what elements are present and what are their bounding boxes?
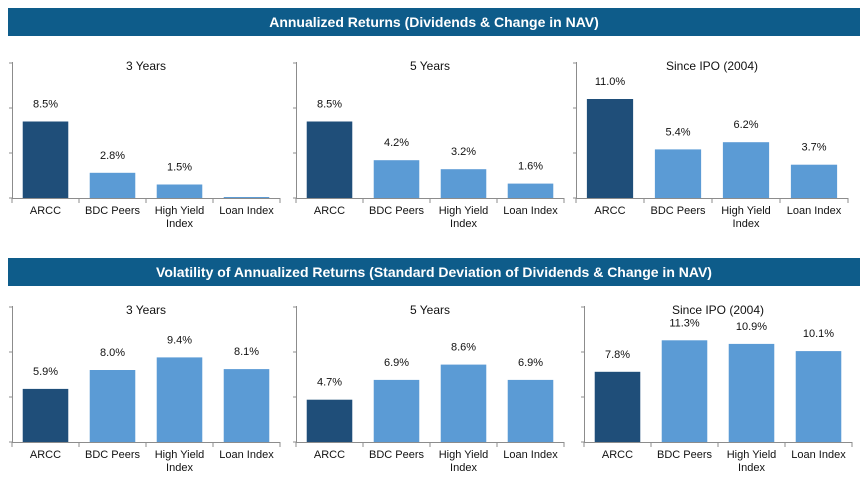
bar-value-label: 8.1% [234,346,259,358]
category-label: ARCC [602,449,633,461]
chart-title: 3 Years [126,303,166,317]
bar-value-label: 11.3% [669,317,700,329]
chart-title: 5 Years [410,59,450,73]
chart-title: 3 Years [126,59,166,73]
category-label: Loan Index [791,449,846,461]
category-label: BDC Peers [650,205,706,217]
category-label: Loan Index [219,205,274,217]
category-label: High Yield [721,205,771,217]
bar-value-label: 11.0% [595,76,626,88]
bar-value-label: 8.5% [33,99,58,111]
category-label: BDC Peers [369,449,425,461]
returns-ipo-chart: Since IPO (2004) 11.0% ARCC 5.4% BDC Peers 6.… [573,58,852,238]
bar [156,357,203,442]
bar [156,184,203,198]
category-label: ARCC [30,449,61,461]
category-label: ARCC [30,205,61,217]
bar-value-label: 6.2% [733,119,758,131]
chart-title: Since IPO (2004) [672,303,764,317]
returns-3y-chart: 3 Years 8.5% ARCC 2.8% BDC Peers 1.5% High Yie… [9,58,284,238]
bar [661,340,708,442]
category-label: BDC Peers [369,205,425,217]
bar-value-label: 6.9% [384,357,409,369]
bar-value-label: 7.8% [605,349,630,361]
bar [373,160,420,198]
chart-title: Since IPO (2004) [666,59,758,73]
bar [223,197,270,198]
bar-value-label: 5.9% [33,366,58,378]
category-label: High Yield [155,449,205,461]
bar [440,364,487,442]
category-label: Index [166,462,193,474]
bar [223,369,270,442]
bar [306,121,353,198]
bar-value-label: 3.2% [451,146,476,158]
bar-value-label: 10.1% [803,328,834,340]
category-label: Index [738,462,765,474]
category-label: High Yield [439,449,489,461]
bar-value-label: 2.8% [100,150,125,162]
chart-title: 5 Years [410,303,450,317]
bar [373,379,420,442]
category-label: BDC Peers [85,205,141,217]
category-label: Index [733,218,760,230]
bar-value-label: 5.4% [665,126,690,138]
category-label: Index [450,462,477,474]
bar [594,371,641,442]
bar [790,164,838,198]
category-label: Loan Index [503,205,558,217]
bar-value-label: 10.9% [736,321,767,333]
bar-value-label: 9.4% [167,334,192,346]
category-label: Loan Index [787,205,842,217]
bar [654,149,702,198]
bar [795,351,842,442]
volatility-5y-chart: 5 Years 4.7% ARCC 6.9% BDC Peers 8.6% High Yie… [293,302,568,480]
bar [89,172,136,198]
bar [507,183,554,198]
category-label: Index [166,218,193,230]
volatility-ipo-chart: Since IPO (2004) 7.8% ARCC 11.3% BDC Peers 10… [581,302,856,480]
category-label: Loan Index [503,449,558,461]
category-label: High Yield [727,449,777,461]
category-label: Loan Index [219,449,274,461]
category-label: BDC Peers [657,449,713,461]
bar [306,399,353,442]
bar-value-label: 1.6% [518,161,543,173]
bar-value-label: 8.6% [451,342,476,354]
returns-banner: Annualized Returns (Dividends & Change i… [8,8,860,36]
bar [22,121,69,198]
category-label: High Yield [439,205,489,217]
bar-value-label: 6.9% [518,357,543,369]
bar-value-label: 1.5% [167,162,192,174]
bar [722,142,770,198]
bar [89,370,136,442]
bar [507,379,554,442]
volatility-banner: Volatility of Annualized Returns (Standa… [8,258,860,286]
category-label: Index [450,218,477,230]
bar-value-label: 4.2% [384,137,409,149]
bar [440,169,487,198]
bar [22,388,69,442]
category-label: ARCC [314,205,345,217]
category-label: ARCC [314,449,345,461]
bar-value-label: 8.0% [100,347,125,359]
bar-value-label: 4.7% [317,377,342,389]
bar [586,99,634,198]
bar-value-label: 3.7% [801,142,826,154]
volatility-3y-chart: 3 Years 5.9% ARCC 8.0% BDC Peers 9.4% High Yie… [9,302,284,480]
bar [728,343,775,442]
category-label: High Yield [155,205,205,217]
bar-value-label: 8.5% [317,99,342,111]
returns-5y-chart: 5 Years 8.5% ARCC 4.2% BDC Peers 3.2% High Yie… [293,58,568,238]
category-label: ARCC [594,205,625,217]
category-label: BDC Peers [85,449,141,461]
